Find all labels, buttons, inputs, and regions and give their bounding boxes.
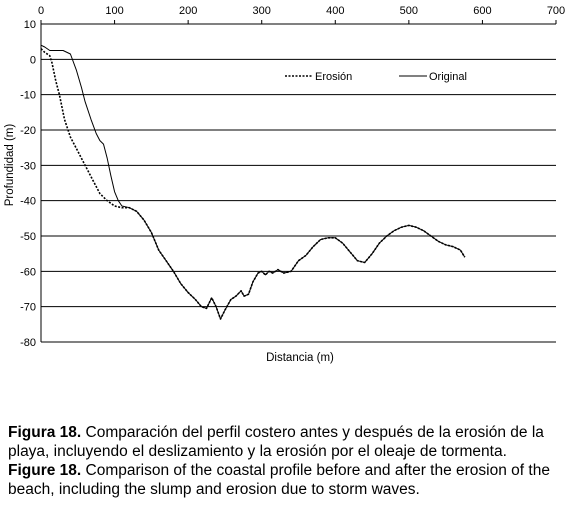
series-line-erosin (40, 48, 466, 320)
x-tick-label: 500 (400, 5, 418, 17)
y-tick-label: -20 (20, 125, 36, 137)
profile-chart: 100-10-20-30-40-50-60-70-800 100 200 300 400… (4, 5, 565, 364)
y-tick-label: -60 (20, 266, 36, 278)
x-tick-label: 200 (179, 5, 197, 17)
x-tick-label: 400 (326, 5, 344, 17)
y-axis-label: Profundidad (m) (4, 124, 16, 207)
y-tick-label: -10 (20, 90, 36, 102)
y-tick-label: -70 (20, 302, 36, 314)
x-tick-label: 700 (547, 5, 565, 17)
series-line-original (40, 44, 466, 320)
legend-label: Erosión (315, 71, 352, 83)
x-tick-label: 600 (473, 5, 491, 17)
legend: Erosión Original (285, 71, 467, 83)
y-tick-label: -80 (20, 337, 36, 349)
x-axis-label: Distancia (m) (266, 352, 334, 364)
y-tick-label: 0 (30, 54, 36, 66)
x-tick-label: 0 (38, 5, 44, 17)
y-tick-label: -40 (20, 196, 36, 208)
figure-caption: Figura 18. Comparación del perfil coster… (8, 423, 566, 499)
caption-english: Figure 18. Comparison of the coastal pro… (8, 461, 566, 499)
y-tick-label: 10 (24, 19, 36, 31)
gridlines (41, 23, 556, 343)
y-tick-label: -50 (20, 231, 36, 243)
axes: 100-10-20-30-40-50-60-70-800 100 200 300 400… (20, 5, 565, 349)
x-tick-label: 300 (253, 5, 271, 17)
caption-spanish-label: Figura 18. (8, 424, 82, 441)
caption-spanish-text: Comparación del perfil costero antes y d… (8, 424, 544, 460)
y-tick-label: -30 (20, 160, 36, 172)
caption-english-label: Figure 18. (8, 462, 82, 479)
caption-english-text: Comparison of the coastal profile before… (8, 462, 550, 498)
x-tick-label: 100 (105, 5, 123, 17)
caption-spanish: Figura 18. Comparación del perfil coster… (8, 423, 566, 461)
series-lines (40, 44, 466, 320)
legend-label: Original (429, 71, 467, 83)
